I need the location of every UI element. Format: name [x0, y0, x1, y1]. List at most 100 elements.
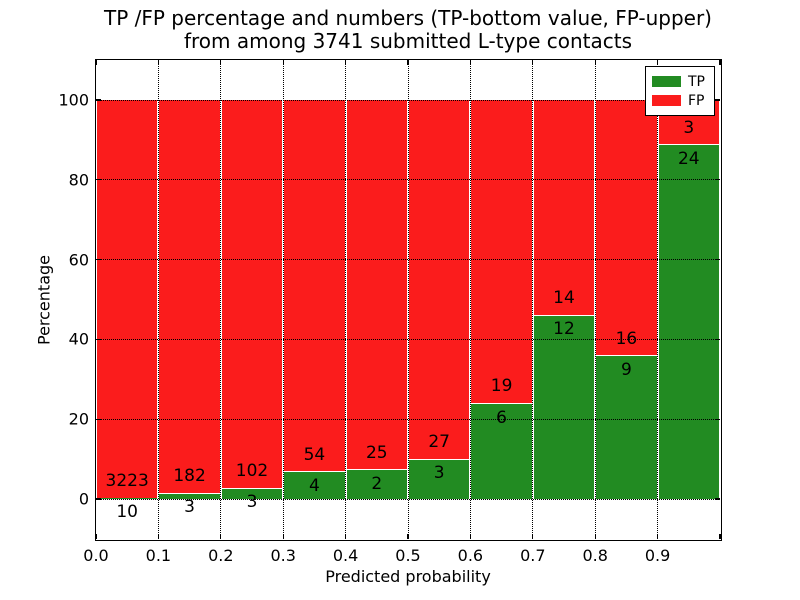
x-tick-label: 0.8 [582, 546, 608, 565]
annotation-fp-count: 182 [173, 465, 206, 486]
x-tick-mark [157, 534, 159, 539]
ticks-layer [95, 60, 721, 539]
grid-line-horizontal [96, 338, 720, 340]
y-tick-mark [715, 99, 720, 101]
x-tick-label: 0.0 [83, 546, 109, 565]
legend: TP FP [645, 66, 715, 116]
annotation-tp-count: 12 [553, 319, 575, 340]
y-tick-label: 80 [68, 170, 89, 190]
annotation-tp-count: 10 [116, 502, 139, 523]
y-tick-mark [96, 179, 101, 181]
stacked-bar [283, 100, 346, 499]
x-tick-mark [657, 534, 659, 539]
legend-label-fp: FP [688, 92, 705, 109]
grid-line-horizontal [96, 99, 720, 101]
bar-segment-fp [409, 100, 470, 460]
x-tick-mark [345, 60, 347, 65]
y-tick-mark [96, 259, 101, 261]
y-tick-mark [715, 259, 720, 261]
annotation-fp-count: 54 [303, 444, 326, 465]
stacked-bar [532, 100, 596, 499]
y-tick-label: 40 [68, 329, 89, 349]
x-tick-label: 0.2 [208, 546, 234, 565]
x-tick-mark [345, 534, 347, 539]
grid-line-vertical [345, 60, 347, 539]
x-tick-mark [469, 534, 471, 539]
annotation-fp-count: 3 [683, 117, 695, 138]
x-tick-label: 0.6 [457, 546, 484, 565]
x-tick-mark [469, 60, 471, 65]
stacked-bar [158, 100, 221, 499]
chart-title-line1: TP /FP percentage and numbers (TP-bottom… [104, 6, 712, 30]
x-axis-label: Predicted probability [325, 567, 491, 586]
bar-segment-fp [346, 100, 407, 470]
grid-line-vertical [657, 60, 659, 539]
annotation-fp-count: 25 [365, 442, 388, 463]
grid-line-vertical [220, 60, 222, 539]
annotation-tp-count: 4 [308, 475, 320, 496]
y-tick-mark [715, 418, 720, 420]
annotation-tp-count: 2 [371, 473, 383, 494]
x-tick-mark [532, 534, 534, 539]
annotations-layer: 3223 10 182 3 102 3 54 4 25 2 27 3 19 6 14 12 16 9 3 24 [96, 60, 720, 539]
grid-line-horizontal [96, 259, 720, 261]
x-tick-mark [95, 534, 97, 539]
x-tick-mark [220, 534, 222, 539]
annotation-fp-count: 27 [428, 432, 451, 453]
x-tick-mark [157, 60, 159, 65]
bar-segment-fp [596, 100, 657, 356]
y-tick-mark [715, 338, 720, 340]
annotation-fp-count: 19 [490, 376, 513, 397]
y-tick-label: 20 [68, 409, 89, 429]
annotation-tp-count: 3 [246, 491, 258, 512]
x-tick-mark [282, 534, 284, 539]
bar-segment-tp [409, 459, 470, 499]
annotation-fp-count: 14 [553, 288, 575, 309]
chart-title-line2: from among 3741 submitted L-type contact… [183, 29, 633, 53]
legend-entry-fp: FP [652, 91, 708, 110]
annotation-fp-count: 102 [235, 460, 269, 481]
grid-line-horizontal [96, 179, 720, 181]
grid-layer [96, 60, 720, 539]
x-tick-label: 0.7 [520, 546, 546, 565]
bar-segment-tp [596, 355, 657, 499]
tp-legend-swatch-icon [652, 76, 681, 87]
bar-segment-tp [159, 492, 220, 499]
bar-segment-fp [97, 100, 158, 498]
bar-segment-fp [159, 100, 220, 493]
x-tick-mark [657, 60, 659, 65]
x-tick-mark [407, 534, 409, 539]
y-tick-mark [96, 498, 101, 500]
bar-segment-tp [658, 144, 719, 499]
stacked-bar [96, 100, 159, 499]
bar-segment-tp [97, 497, 158, 499]
fp-legend-swatch-icon [652, 95, 681, 106]
y-tick-mark [96, 338, 101, 340]
x-tick-mark [594, 534, 596, 539]
stacked-bar [595, 100, 658, 499]
y-tick-label: 100 [58, 90, 89, 110]
y-tick-label: 60 [68, 250, 89, 270]
bar-segment-fp [471, 100, 532, 404]
x-tick-label: 0.4 [332, 546, 359, 565]
x-tick-mark [407, 60, 409, 65]
bar-segment-tp [533, 314, 595, 499]
bars-layer [96, 60, 720, 539]
grid-line-vertical [532, 60, 534, 539]
y-tick-mark [715, 498, 720, 500]
y-tick-labels: 0 20 40 60 80 100 [0, 0, 89, 600]
bar-segment-fp [533, 100, 595, 315]
y-tick-mark [715, 179, 720, 181]
annotation-tp-count: 3 [184, 496, 196, 517]
stacked-bar [220, 100, 284, 499]
x-tick-label: 0.1 [145, 546, 172, 565]
annotation-tp-count: 6 [496, 407, 508, 428]
bar-segment-fp [284, 100, 345, 472]
bar-segment-tp [221, 487, 283, 499]
x-tick-label: 0.3 [270, 546, 296, 565]
annotation-tp-count: 3 [433, 463, 445, 484]
grid-line-vertical [407, 60, 409, 539]
stacked-bar [408, 100, 471, 499]
annotation-fp-count: 3223 [105, 471, 149, 491]
grid-line-vertical [157, 60, 159, 539]
